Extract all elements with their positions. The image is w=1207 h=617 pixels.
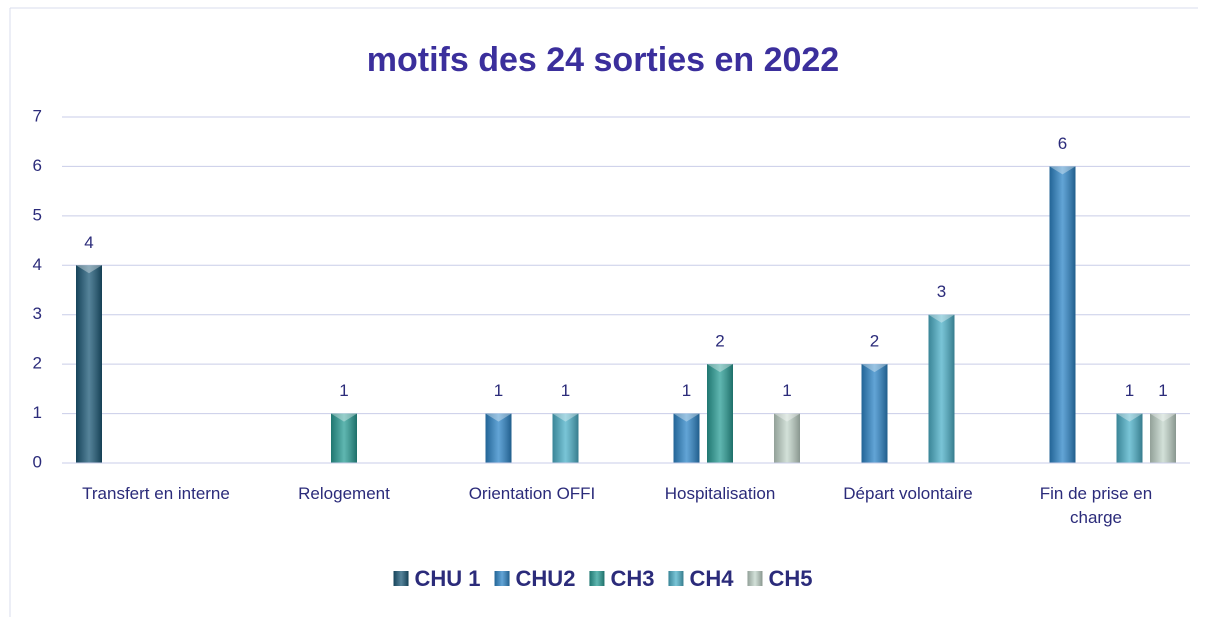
x-tick-label: Hospitalisation bbox=[664, 484, 776, 503]
bar-cap bbox=[331, 413, 357, 422]
data-label: 2 bbox=[715, 332, 724, 351]
bar-cap bbox=[1049, 166, 1076, 175]
bar-cap bbox=[774, 413, 800, 422]
bar-shade bbox=[673, 413, 700, 463]
legend-swatch-shade bbox=[747, 571, 763, 586]
legend-label: CH5 bbox=[768, 566, 812, 591]
x-tick-label: Transfert en interne bbox=[82, 484, 230, 503]
chart-title: motifs des 24 sorties en 2022 bbox=[367, 41, 839, 79]
legend-swatch-shade bbox=[393, 571, 409, 586]
y-tick-label: 3 bbox=[33, 304, 42, 323]
legend-label: CHU 1 bbox=[415, 566, 481, 591]
y-tick-label: 2 bbox=[33, 354, 42, 373]
y-tick-label: 4 bbox=[33, 255, 42, 274]
y-tick-label: 7 bbox=[33, 106, 42, 125]
data-label: 1 bbox=[1158, 381, 1167, 400]
bar-shade bbox=[861, 364, 888, 463]
data-label: 1 bbox=[782, 381, 791, 400]
bar-cap bbox=[1150, 413, 1176, 422]
bar-cap bbox=[76, 265, 102, 274]
data-label: 1 bbox=[561, 381, 570, 400]
legend-label: CH4 bbox=[689, 566, 734, 591]
y-tick-label: 6 bbox=[33, 156, 42, 175]
bar-cap bbox=[861, 364, 888, 373]
bar-shade bbox=[485, 413, 512, 463]
bar-shade bbox=[707, 364, 733, 463]
bar-shade bbox=[774, 413, 800, 463]
bar-cap bbox=[673, 413, 700, 422]
legend-swatch-shade bbox=[668, 571, 684, 586]
legend-swatch-shade bbox=[589, 571, 605, 586]
bar-cap bbox=[928, 314, 955, 323]
bar-cap bbox=[552, 413, 579, 422]
bar-cap bbox=[485, 413, 512, 422]
bar-shade bbox=[552, 413, 579, 463]
data-label: 4 bbox=[84, 233, 93, 252]
x-tick-label: Départ volontaire bbox=[843, 484, 973, 503]
bar-cap bbox=[1116, 413, 1143, 422]
legend-swatch-shade bbox=[494, 571, 510, 586]
x-tick-label: Orientation OFFI bbox=[468, 484, 596, 503]
data-label: 1 bbox=[682, 381, 691, 400]
data-label: 1 bbox=[494, 381, 503, 400]
data-label: 3 bbox=[937, 282, 946, 301]
bar-shade bbox=[1116, 413, 1143, 463]
bar-shade bbox=[928, 314, 955, 463]
x-tick-label: Relogement bbox=[298, 484, 390, 503]
y-tick-label: 0 bbox=[33, 452, 42, 471]
x-tick-label: Fin de prise en charge bbox=[1039, 484, 1153, 527]
bar-cap bbox=[707, 364, 733, 373]
data-label: 2 bbox=[870, 332, 879, 351]
legend-label: CHU2 bbox=[516, 566, 576, 591]
y-tick-label: 1 bbox=[33, 403, 42, 422]
data-label: 6 bbox=[1058, 134, 1067, 153]
bar-shade bbox=[76, 265, 102, 463]
legend-label: CH3 bbox=[610, 566, 654, 591]
data-label: 1 bbox=[339, 381, 348, 400]
bar-shade bbox=[1049, 166, 1076, 463]
bar-shade bbox=[1150, 413, 1176, 463]
bar-shade bbox=[331, 413, 357, 463]
y-tick-label: 5 bbox=[33, 205, 42, 224]
data-label: 1 bbox=[1125, 381, 1134, 400]
